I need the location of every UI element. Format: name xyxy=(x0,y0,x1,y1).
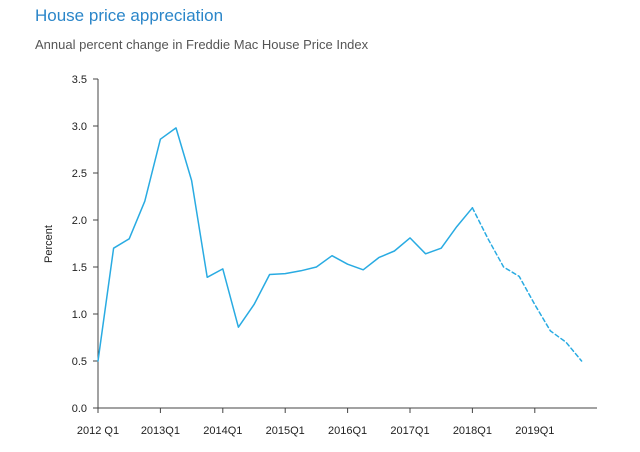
y-tick-label: 2.0 xyxy=(72,215,87,227)
y-axis: 0.0 0.5 1.0 1.5 2.0 2.5 3.0 3.5 xyxy=(72,74,98,415)
x-axis: 2012 Q1 2013Q1 2014Q1 2015Q1 2016Q1 2017Q1 201… xyxy=(77,408,554,437)
series-line-actual xyxy=(97,127,474,362)
y-tick-label: 0.0 xyxy=(72,403,87,415)
y-tick-label: 1.0 xyxy=(72,309,87,321)
x-tick-label: 2013Q1 xyxy=(141,425,180,437)
x-tick-label: 2018Q1 xyxy=(453,425,492,437)
series-group xyxy=(97,127,583,362)
x-tick-label: 2012 Q1 xyxy=(77,425,119,437)
x-tick-label: 2019Q1 xyxy=(515,425,554,437)
y-tick-label: 3.0 xyxy=(72,121,87,133)
y-tick-label: 0.5 xyxy=(72,356,87,368)
y-tick-label: 2.5 xyxy=(72,168,87,180)
x-tick-label: 2015Q1 xyxy=(266,425,305,437)
x-tick-label: 2016Q1 xyxy=(328,425,367,437)
series-line-forecast xyxy=(471,207,583,362)
x-tick-label: 2017Q1 xyxy=(390,425,429,437)
chart-title: House price appreciation xyxy=(35,6,224,25)
y-tick-label: 1.5 xyxy=(72,262,87,274)
chart-subtitle: Annual percent change in Freddie Mac Hou… xyxy=(35,37,369,52)
x-tick-label: 2014Q1 xyxy=(203,425,242,437)
y-axis-label: Percent xyxy=(43,225,55,263)
y-tick-label: 3.5 xyxy=(72,74,87,86)
